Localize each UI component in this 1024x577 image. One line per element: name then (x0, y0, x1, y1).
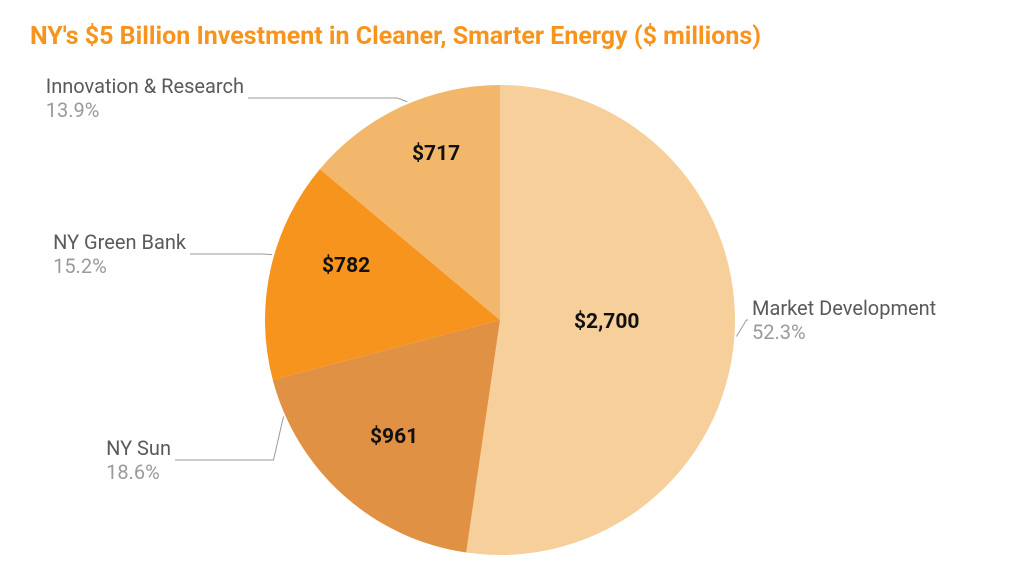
leader-line (175, 416, 283, 460)
slice-value: $2,700 (574, 310, 639, 334)
slice-label-name: Innovation & Research (46, 74, 244, 98)
slice-label: NY Green Bank15.2% (53, 230, 186, 278)
slice-label: Market Development52.3% (752, 296, 936, 344)
leader-line (248, 98, 407, 102)
slice-label-percent: 13.9% (46, 98, 244, 122)
slice-label: Innovation & Research13.9% (46, 74, 244, 122)
leader-line (736, 320, 748, 337)
slice-label-name: NY Green Bank (53, 230, 186, 254)
slice-label-percent: 15.2% (53, 254, 186, 278)
chart-container: NY's $5 Billion Investment in Cleaner, S… (0, 0, 1024, 577)
slice-value: $961 (370, 425, 418, 449)
leader-line (190, 254, 272, 255)
slice-value: $717 (412, 142, 460, 166)
slice-label-name: Market Development (752, 296, 936, 320)
slice-label-percent: 52.3% (752, 320, 936, 344)
slice-label: NY Sun18.6% (106, 436, 171, 484)
slice-value: $782 (322, 254, 370, 278)
slice-label-name: NY Sun (106, 436, 171, 460)
slice-label-percent: 18.6% (106, 460, 171, 484)
